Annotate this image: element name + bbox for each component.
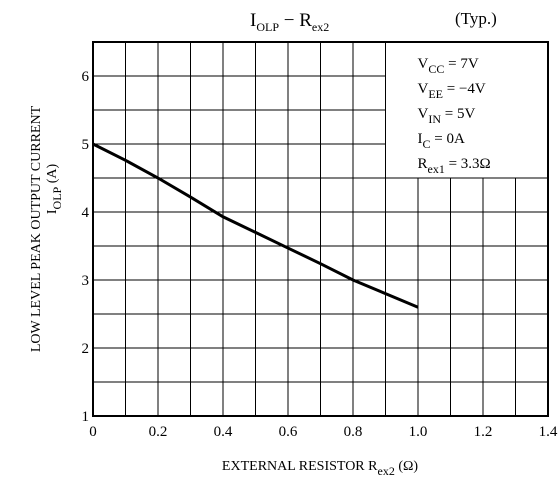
annotation-box [385,41,549,179]
text-segment: ex1 [428,162,445,176]
text-segment: = 3.3Ω [445,156,491,172]
text-segment: I [418,131,423,147]
text-segment: = 5V [441,106,475,122]
y-tick-label: 2 [82,341,90,357]
y-axis-label: LOW LEVEL PEAK OUTPUT CURRENT [29,105,44,352]
text-segment: = 7V [444,56,478,72]
text-segment: (Ω) [395,459,419,474]
text-segment: CC [428,62,444,76]
text-segment: LOW LEVEL PEAK OUTPUT CURRENT [29,105,44,352]
text-segment: I [250,10,256,31]
annotation: VIN = 5V [418,106,476,126]
text-segment: IN [428,112,441,126]
x-tick-label: 0.8 [344,424,363,440]
text-segment: OLP [256,20,279,34]
text-segment: C [423,137,431,151]
x-tick-label: 0 [89,424,97,440]
x-tick-label: 1.2 [474,424,493,440]
y-tick-label: 3 [82,273,90,289]
plot-frame [92,41,549,417]
y-axis-label: IOLP (A) [45,164,64,215]
annotation: IC = 0A [418,131,465,151]
title-note: (Typ.) [455,9,497,28]
text-segment: = 0A [431,131,465,147]
y-tick-label: 1 [82,409,90,425]
y-tick-label: 5 [82,137,90,153]
text-segment: = −4V [443,81,486,97]
text-segment: I [45,209,60,214]
text-segment: (A) [45,164,60,187]
annotation: VCC = 7V [418,56,479,76]
x-tick-label: 0.2 [149,424,168,440]
x-axis-label: EXTERNAL RESISTOR Rex2 (Ω) [222,459,418,478]
text-segment: OLP [50,186,64,209]
text-segment: R [418,156,428,172]
text-segment: − R [279,10,312,31]
line-series [92,142,419,309]
text-segment: V [418,56,429,72]
annotation: Rex1 = 3.3Ω [418,156,491,176]
text-segment: ex2 [312,20,329,34]
annotation: VEE = −4V [418,81,486,101]
text-segment: V [418,106,429,122]
x-tick-label: 1.0 [409,424,428,440]
x-tick-label: 1.4 [539,424,558,440]
y-tick-label: 6 [82,69,90,85]
text-segment: V [418,81,429,97]
y-tick-label: 4 [82,205,90,221]
text-segment: EE [428,87,443,101]
text-segment: EXTERNAL RESISTOR R [222,459,378,474]
chart-title: IOLP − Rex2 [250,10,329,34]
x-tick-label: 0.4 [214,424,233,440]
text-segment: ex2 [378,464,395,478]
x-tick-label: 0.6 [279,424,298,440]
